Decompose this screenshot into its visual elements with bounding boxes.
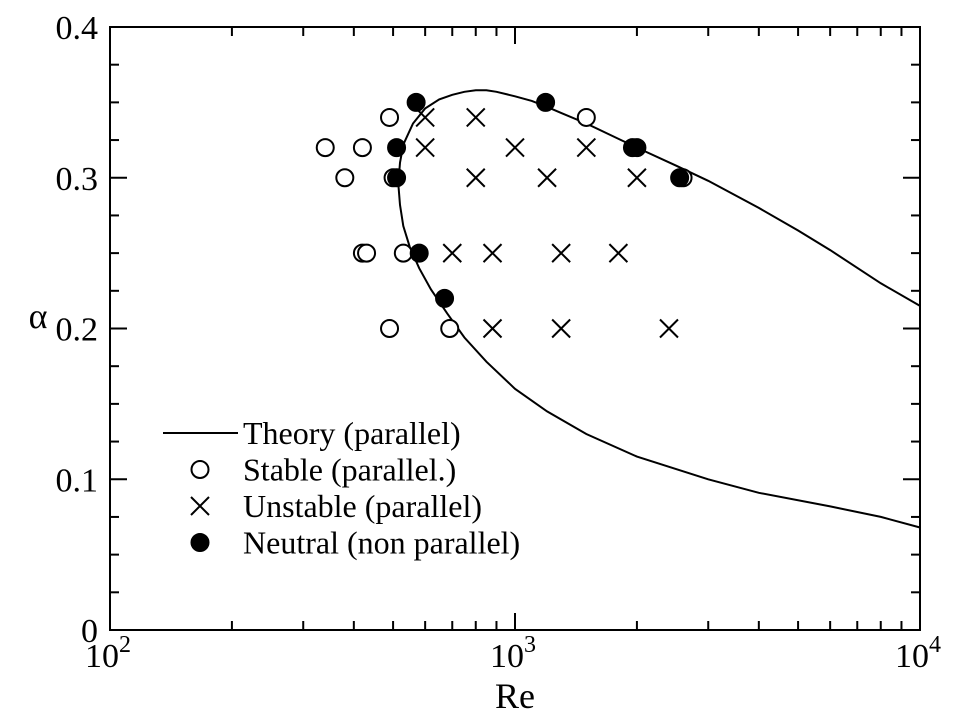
legend-marker-swatch — [190, 460, 210, 479]
y-tick-label: 0.3 — [56, 161, 99, 198]
neutral-point — [406, 92, 426, 112]
stable-point — [393, 243, 413, 263]
unstable-point — [537, 168, 557, 188]
stable-point — [576, 107, 596, 127]
x-tick-label: 102 — [85, 632, 131, 675]
tick-labels: 102 103 104 0 0.1 0.2 0.3 0.4 — [56, 10, 942, 675]
ticks — [109, 26, 921, 631]
legend-entry-label: Theory (parallel) — [243, 415, 461, 451]
legend-marker-swatch — [190, 533, 210, 552]
legend: Theory (parallel)Stable (parallel.)Unsta… — [163, 415, 520, 561]
y-tick-label: 0.4 — [56, 10, 99, 47]
stable-point — [380, 319, 400, 338]
y-tick-label: 0.1 — [56, 462, 99, 499]
unstable-point — [482, 243, 503, 263]
stable-point — [357, 243, 377, 263]
legend-entry-label: Unstable (parallel) — [243, 488, 482, 524]
y-axis-label: α — [29, 296, 48, 336]
stable-point — [380, 107, 400, 127]
unstable-point — [442, 243, 462, 263]
neutral-point — [409, 243, 429, 263]
stable-point — [315, 138, 335, 158]
unstable-point — [466, 107, 486, 128]
neutral-point — [670, 168, 690, 188]
neutral-point — [387, 138, 407, 158]
unstable-point — [415, 107, 435, 128]
unstable-point — [576, 137, 597, 158]
stable-point — [440, 319, 460, 338]
neutral-point — [387, 168, 407, 188]
y-tick-label: 0 — [81, 613, 98, 650]
unstable-point — [505, 137, 525, 158]
x-tick-label: 103 — [490, 632, 536, 675]
legend-marker-swatch — [190, 496, 210, 516]
unstable-point — [415, 137, 435, 158]
x-tick-label: 104 — [895, 632, 941, 675]
neutral-point — [536, 92, 556, 112]
unstable-point — [627, 168, 647, 188]
unstable-point — [551, 318, 571, 339]
neutral-point — [435, 288, 455, 308]
stable-point — [335, 168, 355, 188]
x-axis-label: Re — [495, 676, 535, 716]
unstable-point — [466, 168, 486, 188]
plot-marks — [315, 89, 921, 529]
neutral-point — [627, 138, 647, 158]
stable-point — [352, 138, 372, 158]
y-tick-label: 0.2 — [56, 312, 99, 349]
unstable-point — [659, 318, 679, 339]
legend-entry-label: Neutral (non parallel) — [243, 525, 520, 561]
legend-entry-label: Stable (parallel.) — [243, 452, 456, 488]
unstable-point — [482, 318, 503, 339]
unstable-point — [608, 243, 629, 263]
theory-curve — [397, 89, 921, 529]
unstable-point — [551, 243, 571, 263]
